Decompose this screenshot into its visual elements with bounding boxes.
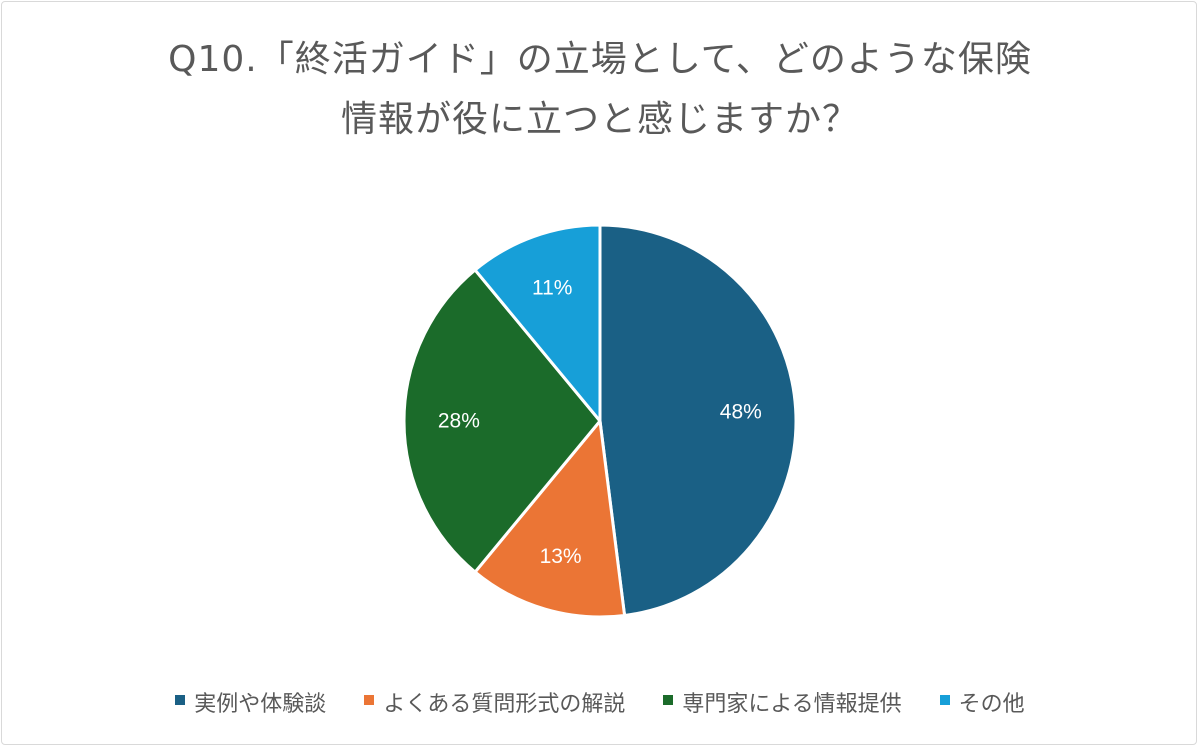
- chart-legend: 実例や体験談 よくある質問形式の解説 専門家による情報提供 その他: [0, 686, 1200, 718]
- legend-swatch: [663, 695, 674, 705]
- slice-expert-label: 28%: [438, 410, 480, 433]
- legend-label: よくある質問形式の解説: [383, 692, 626, 717]
- chart-title-line-1: Q10.「終活ガイド」の立場として、どのような保険: [168, 39, 1032, 80]
- legend-item: その他: [939, 686, 1025, 718]
- chart-title: Q10.「終活ガイド」の立場として、どのような保険 情報が役に立つと感じますか？: [0, 30, 1200, 150]
- legend-swatch: [364, 695, 375, 705]
- legend-item: 専門家による情報提供: [663, 686, 902, 718]
- slice-expert: [402, 268, 602, 574]
- slice-faq: [473, 419, 627, 619]
- legend-label: 専門家による情報提供: [682, 692, 902, 717]
- legend-swatch: [939, 695, 950, 705]
- slice-other: [473, 223, 602, 423]
- slice-experience-label: 48%: [720, 401, 762, 424]
- legend-item: よくある質問形式の解説: [364, 686, 625, 718]
- slice-other-label: 11%: [532, 277, 572, 300]
- legend-label: その他: [958, 692, 1025, 717]
- legend-label: 実例や体験談: [194, 692, 327, 717]
- chart-title-line-2: 情報が役に立つと感じますか？: [340, 99, 859, 140]
- legend-item: 実例や体験談: [175, 686, 326, 718]
- slice-faq-label: 13%: [540, 545, 582, 568]
- legend-swatch: [175, 695, 186, 705]
- slice-experience: [598, 223, 798, 617]
